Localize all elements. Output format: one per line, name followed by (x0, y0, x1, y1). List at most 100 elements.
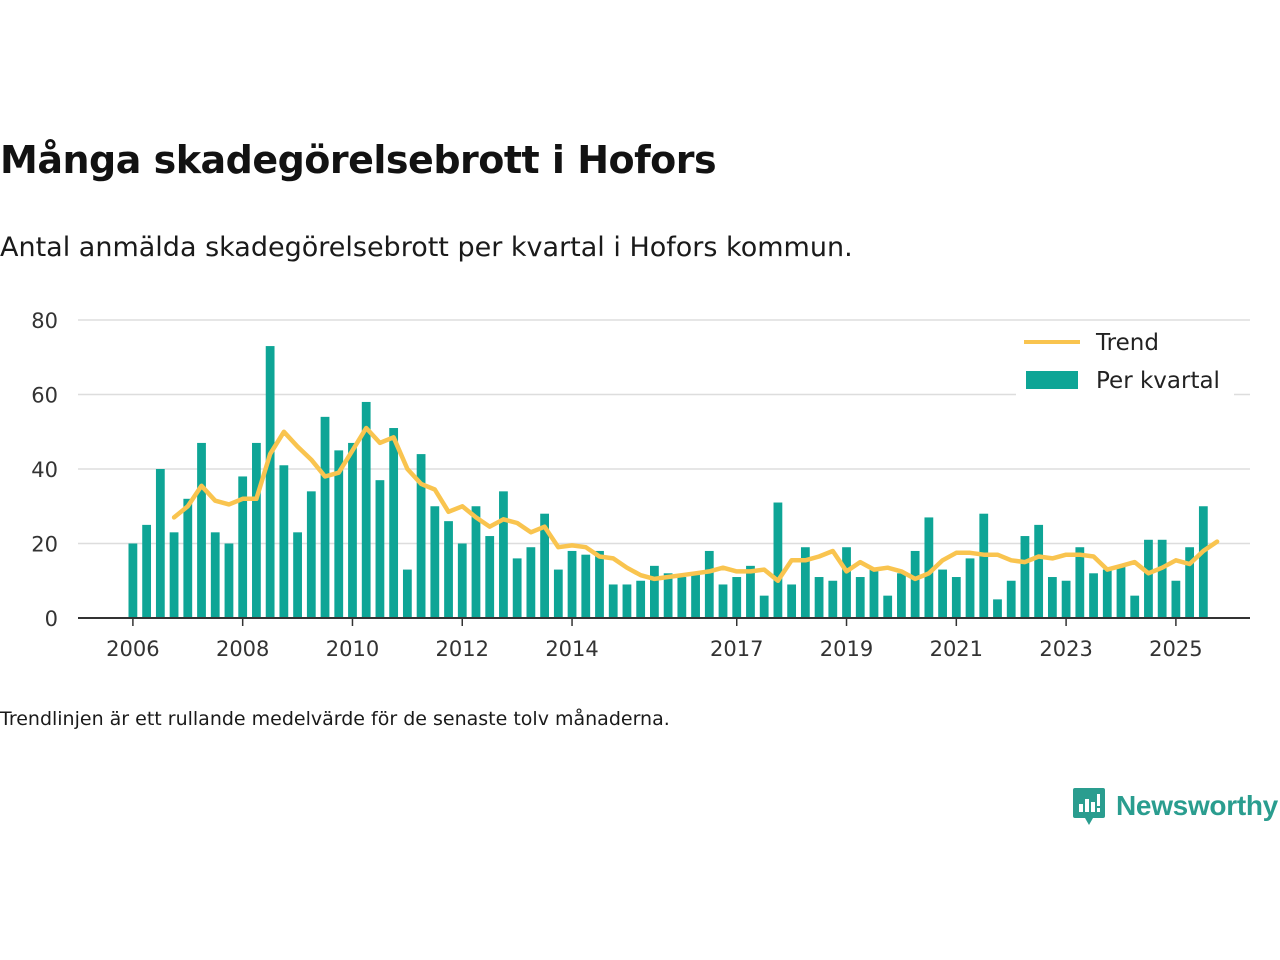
bar (306, 491, 316, 618)
bar (1198, 506, 1208, 618)
bar (951, 577, 961, 618)
bar (1034, 524, 1044, 618)
x-tick-label: 2012 (436, 637, 489, 661)
chart-title: Många skadegörelsebrott i Hofors (0, 138, 717, 182)
footnote: Trendlinjen är ett rullande medelvärde f… (0, 708, 670, 730)
x-tick-label: 2025 (1149, 637, 1202, 661)
bar (608, 584, 618, 618)
y-tick-label: 80 (31, 309, 58, 333)
bar (938, 569, 947, 618)
bar (293, 532, 302, 618)
bar (567, 550, 577, 618)
bar (581, 554, 591, 618)
bar-series (128, 346, 1208, 618)
y-axis-labels: 0 20 40 60 80 (31, 309, 58, 631)
bar (1047, 577, 1057, 618)
x-tick-label: 2017 (710, 637, 763, 661)
x-tick-label: 2014 (545, 637, 598, 661)
bar (142, 524, 152, 618)
bar (320, 416, 330, 618)
bar (238, 476, 248, 618)
bar (1157, 539, 1167, 618)
bar (704, 550, 714, 618)
bar (1130, 595, 1140, 618)
bar (595, 550, 604, 618)
newsworthy-logo-icon (1073, 788, 1105, 825)
bar (361, 401, 371, 618)
bar (732, 577, 742, 618)
bar (759, 595, 769, 618)
bar (773, 502, 783, 618)
bar (910, 550, 920, 618)
bar (800, 547, 810, 618)
legend-trend-label: Trend (1095, 330, 1159, 356)
bar (924, 517, 934, 618)
bar (842, 547, 851, 618)
x-tick-label: 2021 (930, 637, 983, 661)
bar (622, 584, 632, 618)
brand-name: Newsworthy (1116, 790, 1278, 821)
bar (540, 513, 549, 618)
bar (1171, 580, 1181, 618)
bar (1061, 580, 1071, 618)
bar (471, 506, 481, 618)
bar (677, 577, 687, 618)
bar (210, 532, 220, 618)
bar (897, 573, 906, 618)
bar (1089, 573, 1098, 618)
bar (828, 580, 838, 618)
bar (265, 346, 275, 618)
bar (334, 450, 344, 618)
y-tick-label: 60 (31, 384, 58, 408)
bar (869, 569, 879, 618)
bar (965, 558, 975, 618)
bar (993, 599, 1002, 618)
bar (1075, 547, 1085, 618)
x-tick-label: 2023 (1039, 637, 1092, 661)
bar (430, 506, 440, 618)
bar (375, 480, 385, 618)
legend-bar-swatch (1026, 371, 1078, 389)
x-tick-label: 2019 (820, 637, 873, 661)
bar (1102, 569, 1112, 618)
bar (1020, 536, 1030, 618)
bar (663, 573, 673, 618)
bar (224, 543, 234, 618)
bar (650, 565, 659, 618)
bar (787, 584, 797, 618)
x-tick-label: 2010 (326, 637, 379, 661)
brand: Newsworthy (1072, 786, 1278, 826)
bar (183, 498, 193, 618)
bar (1144, 539, 1153, 618)
bar (526, 547, 536, 618)
trend-series (171, 425, 1220, 584)
bar (814, 577, 824, 618)
bar (402, 569, 412, 618)
bar (1006, 580, 1016, 618)
bar (389, 428, 399, 618)
bar (155, 469, 165, 618)
bar (691, 573, 700, 618)
bar (883, 595, 893, 618)
bar (252, 442, 261, 618)
x-tick-label: 2006 (106, 637, 159, 661)
chart-subtitle: Antal anmälda skadegörelsebrott per kvar… (0, 232, 853, 263)
bar (444, 521, 453, 618)
bar (279, 465, 289, 618)
y-tick-label: 20 (31, 533, 58, 557)
x-axis: 2006 2008 2010 2012 2014 2017 2019 2021 2023 2025 (78, 617, 1250, 661)
bar (197, 442, 206, 618)
bar (128, 543, 138, 618)
bar (553, 569, 563, 618)
legend-bar-label: Per kvartal (1096, 368, 1220, 394)
legend: Trend Per kvartal (1016, 322, 1234, 396)
y-tick-label: 40 (31, 458, 58, 482)
bar (718, 584, 728, 618)
bar (1116, 565, 1126, 618)
bar (348, 442, 357, 618)
bar (636, 580, 646, 618)
bar (416, 454, 426, 618)
bar (855, 577, 865, 618)
bar (512, 558, 522, 618)
